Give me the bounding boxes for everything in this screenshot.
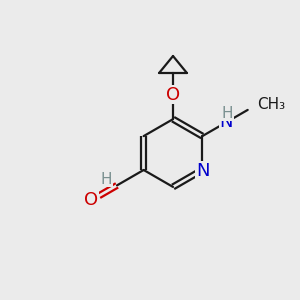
Text: O: O [84, 191, 98, 209]
Text: O: O [166, 85, 180, 103]
Text: N: N [220, 113, 233, 131]
Text: H: H [221, 106, 233, 121]
Text: N: N [196, 162, 210, 180]
Text: H: H [100, 172, 112, 187]
Text: CH₃: CH₃ [257, 97, 285, 112]
